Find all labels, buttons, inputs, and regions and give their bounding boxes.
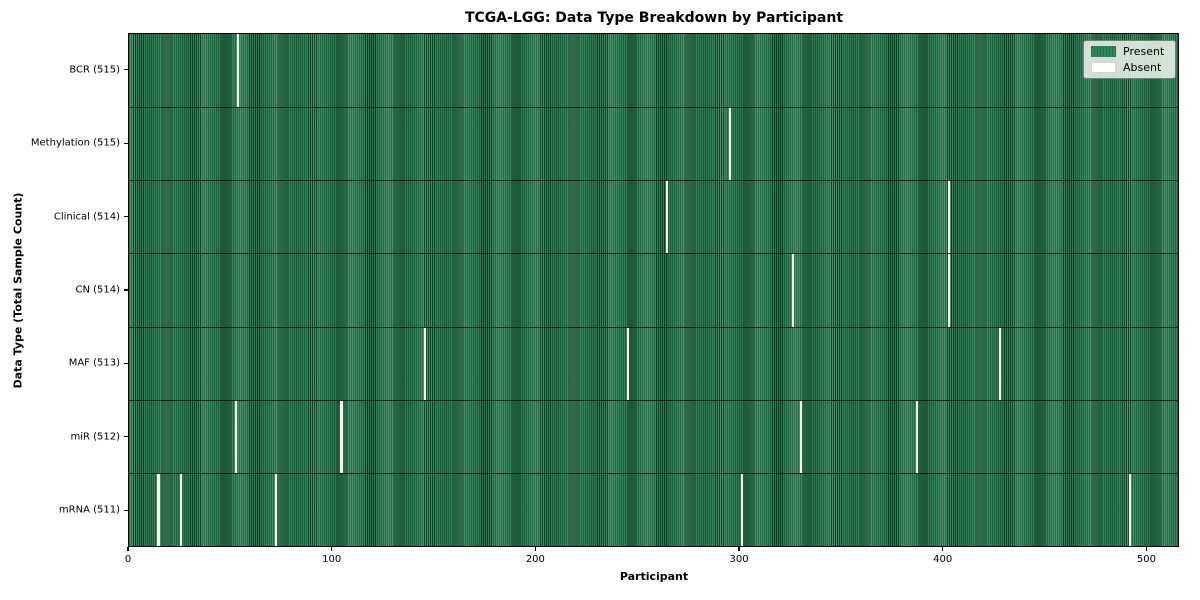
x-tick-mark [1145, 547, 1147, 551]
y-tick-mark [124, 215, 128, 218]
x-tick-mark [127, 547, 129, 551]
y-tick-label: Methylation (515) [30, 137, 120, 149]
y-tick-label: MAF (513) [68, 357, 120, 369]
chart-title: TCGA-LGG: Data Type Breakdown by Partici… [464, 10, 844, 26]
absent-mark [1129, 473, 1132, 546]
absent-mark [340, 400, 343, 473]
x-tick-label: 200 [525, 554, 545, 565]
absent-mark [627, 327, 630, 400]
present-swatch-icon [1091, 46, 1116, 57]
absent-mark [179, 473, 182, 546]
x-tick-label: 100 [322, 554, 342, 565]
y-tick-mark [124, 69, 128, 71]
heatmap-row-Methylation [129, 107, 1178, 181]
plot-area [128, 33, 1179, 547]
x-tick-label: 400 [933, 554, 953, 565]
absent-mark [728, 108, 731, 181]
legend-label-present: Present [1123, 45, 1165, 58]
y-tick-mark [124, 436, 128, 438]
absent-swatch-icon [1091, 62, 1116, 73]
x-tick-mark [942, 547, 944, 551]
legend: Present Absent [1083, 40, 1176, 79]
y-tick-mark [124, 142, 128, 144]
x-tick-label: 500 [1136, 554, 1156, 565]
absent-mark [948, 254, 951, 327]
y-tick-label: Clinical (514) [53, 211, 120, 223]
x-tick-label: 0 [124, 554, 132, 565]
y-tick-label: BCR (515) [69, 64, 120, 76]
x-tick-mark [738, 547, 740, 551]
absent-mark [423, 327, 426, 400]
absent-mark [799, 400, 802, 473]
x-tick-mark [534, 547, 536, 551]
y-tick-label: mRNA (511) [58, 504, 120, 516]
y-tick-label: CN (514) [75, 284, 120, 296]
x-axis-label: Participant [619, 570, 689, 583]
absent-mark [999, 327, 1002, 400]
x-tick-mark [331, 547, 333, 551]
absent-mark [791, 254, 794, 327]
heatmap-row-mRNA [129, 472, 1178, 546]
heatmap-row-MAF [129, 326, 1178, 400]
legend-item-present: Present [1091, 46, 1168, 57]
legend-item-absent: Absent [1091, 62, 1168, 73]
absent-mark [915, 400, 918, 473]
heatmap-row-miR [129, 399, 1178, 473]
absent-mark [948, 181, 951, 254]
absent-mark [234, 400, 237, 473]
heatmap-row-Clinical [129, 180, 1178, 254]
heatmap-row-BCR [129, 34, 1178, 108]
absent-mark [275, 473, 278, 546]
legend-label-absent: Absent [1123, 61, 1162, 74]
y-tick-mark [124, 509, 128, 511]
x-tick-label: 300 [729, 554, 749, 565]
absent-mark [157, 473, 160, 546]
absent-mark [665, 181, 668, 254]
heatmap-row-CN [129, 253, 1178, 327]
y-tick-mark [124, 362, 128, 365]
y-tick-mark [124, 289, 128, 291]
absent-mark [236, 34, 239, 108]
y-tick-label: miR (512) [70, 431, 120, 443]
absent-mark [740, 473, 743, 546]
